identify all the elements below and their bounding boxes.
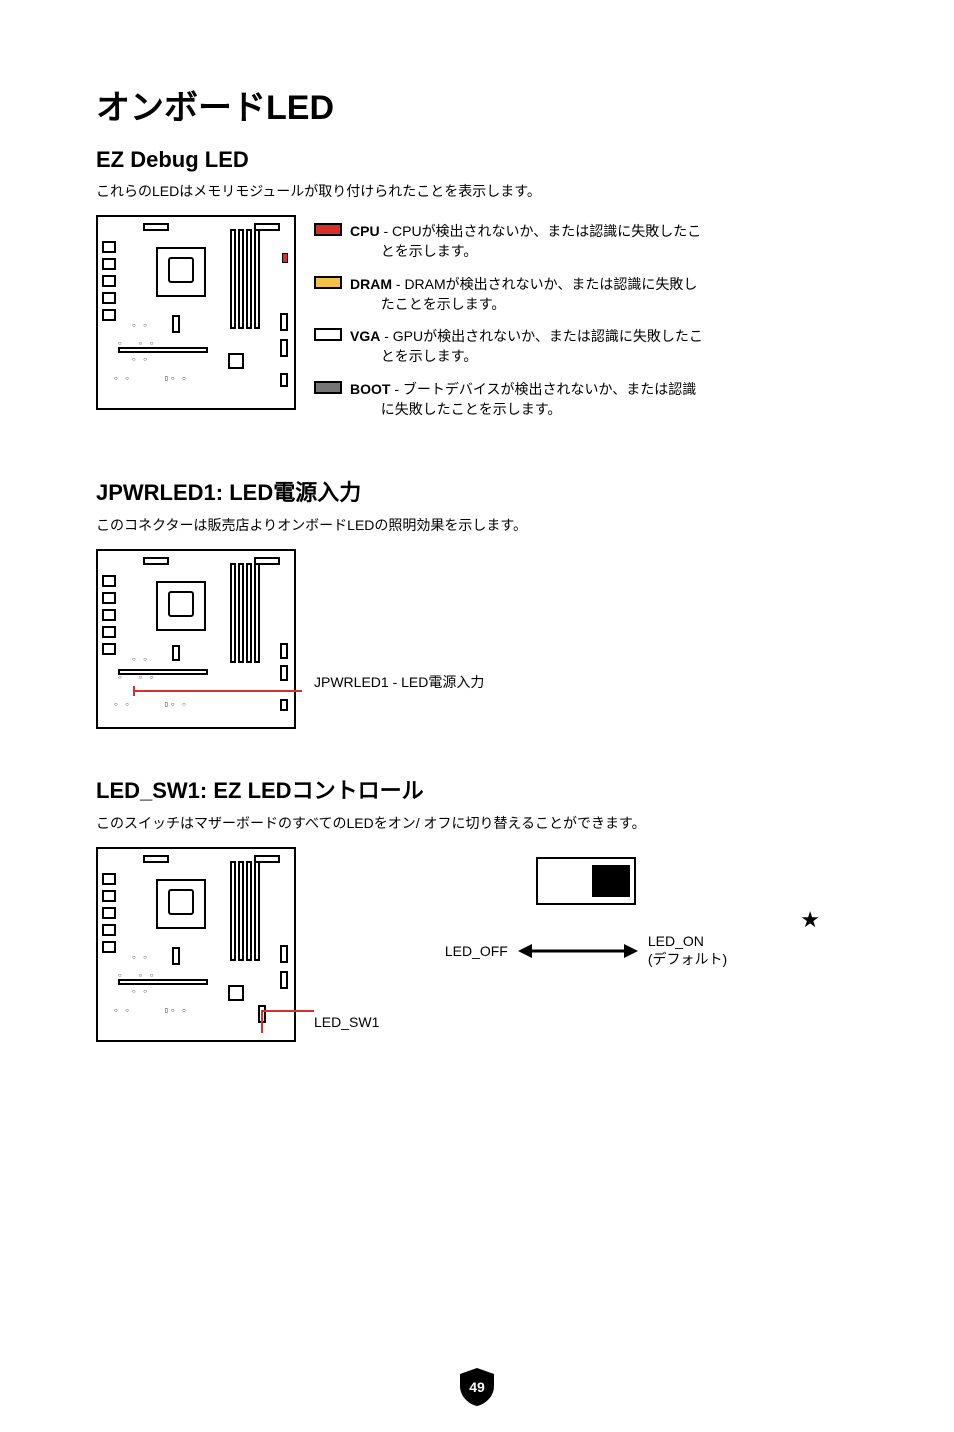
double-arrow-icon xyxy=(518,940,638,962)
led-desc-dram-l2: たことを示します。 xyxy=(350,294,858,314)
led-desc-vga-l1: - GPUが検出されないか、または認識に失敗したこ xyxy=(380,328,703,344)
led-item-dram: DRAM - DRAMが検出されないか、または認識に失敗したことを示します。 xyxy=(314,274,858,315)
led-name-dram: DRAM xyxy=(350,276,392,292)
ez-debug-heading: EZ Debug LED xyxy=(96,147,858,173)
led-off-label: LED_OFF xyxy=(445,943,508,959)
led-default-label: (デフォルト) xyxy=(648,949,727,969)
led-item-vga: VGA - GPUが検出されないか、または認識に失敗したことを示します。 xyxy=(314,326,858,367)
jpwrled1-callout-label: JPWRLED1 - LED電源入力 xyxy=(314,672,484,692)
ez-debug-led-list: CPU - CPUが検出されないか、または認識に失敗したことを示します。 DRA… xyxy=(314,215,858,431)
motherboard-diagram-ez: ○ ○ ○ ○ ○ ○ ○ ○ ○ ▯○ ○ xyxy=(96,215,296,410)
section-ez-debug: EZ Debug LED これらのLEDはメモリモジュールが取り付けられたことを… xyxy=(96,147,858,431)
led-name-vga: VGA xyxy=(350,328,380,344)
page-title: オンボードLED xyxy=(96,80,858,129)
led-desc-dram-l1: - DRAMが検出されないか、または認識に失敗し xyxy=(392,276,697,292)
led-name-cpu: CPU xyxy=(350,223,380,239)
led-sw1-callout-label: LED_SW1 xyxy=(314,1014,858,1030)
led-desc-cpu-l2: とを示します。 xyxy=(350,241,858,261)
led-swatch-boot xyxy=(314,381,342,394)
switch-icon xyxy=(536,857,636,905)
led-desc-boot-l2: に失敗したことを示します。 xyxy=(350,399,858,419)
led-item-boot: BOOT - ブートデバイスが検出されないか、または認識に失敗したことを示します… xyxy=(314,379,858,420)
led-sw1-desc: このスイッチはマザーボードのすべてのLEDをオン/ オフに切り替えることができま… xyxy=(96,813,858,833)
motherboard-diagram-jpwrled1: ○ ○ ○ ○ ○ ○ ○ ▯○ ○ xyxy=(96,549,296,729)
page-number-badge: 49 xyxy=(456,1366,498,1408)
led-item-cpu: CPU - CPUが検出されないか、または認識に失敗したことを示します。 xyxy=(314,221,858,262)
led-swatch-dram xyxy=(314,276,342,289)
led-desc-vga-l2: とを示します。 xyxy=(350,346,858,366)
section-jpwrled1: JPWRLED1: LED電源入力 このコネクターは販売店よりオンボードLEDの… xyxy=(96,475,858,729)
led-on-label: LED_ON xyxy=(648,933,704,949)
led-name-boot: BOOT xyxy=(350,381,390,397)
led-swatch-cpu xyxy=(314,223,342,236)
led-swatch-vga xyxy=(314,328,342,341)
motherboard-diagram-led-sw1: ○ ○ ○ ○ ○ ○ ○ ○ ○ ▯○ ○ xyxy=(96,847,296,1042)
led-sw1-callout-line xyxy=(262,1011,322,1037)
star-icon: ★ xyxy=(800,911,820,929)
page-number: 49 xyxy=(456,1366,498,1408)
section-led-sw1: LED_SW1: EZ LEDコントロール このスイッチはマザーボードのすべての… xyxy=(96,773,858,1030)
led-desc-boot-l1: - ブートデバイスが検出されないか、または認識 xyxy=(390,381,696,397)
jpwrled1-callout-line xyxy=(134,685,304,697)
jpwrled1-desc: このコネクターは販売店よりオンボードLEDの照明効果を示します。 xyxy=(96,515,858,535)
led-desc-cpu-l1: - CPUが検出されないか、または認識に失敗したこ xyxy=(380,223,702,239)
ez-debug-desc: これらのLEDはメモリモジュールが取り付けられたことを表示します。 xyxy=(96,181,858,201)
jpwrled1-heading: JPWRLED1: LED電源入力 xyxy=(96,475,858,507)
led-sw1-heading: LED_SW1: EZ LEDコントロール xyxy=(96,773,858,805)
led-switch-diagram: ★ LED_OFF LED_ON (デフォルト) xyxy=(314,847,858,969)
